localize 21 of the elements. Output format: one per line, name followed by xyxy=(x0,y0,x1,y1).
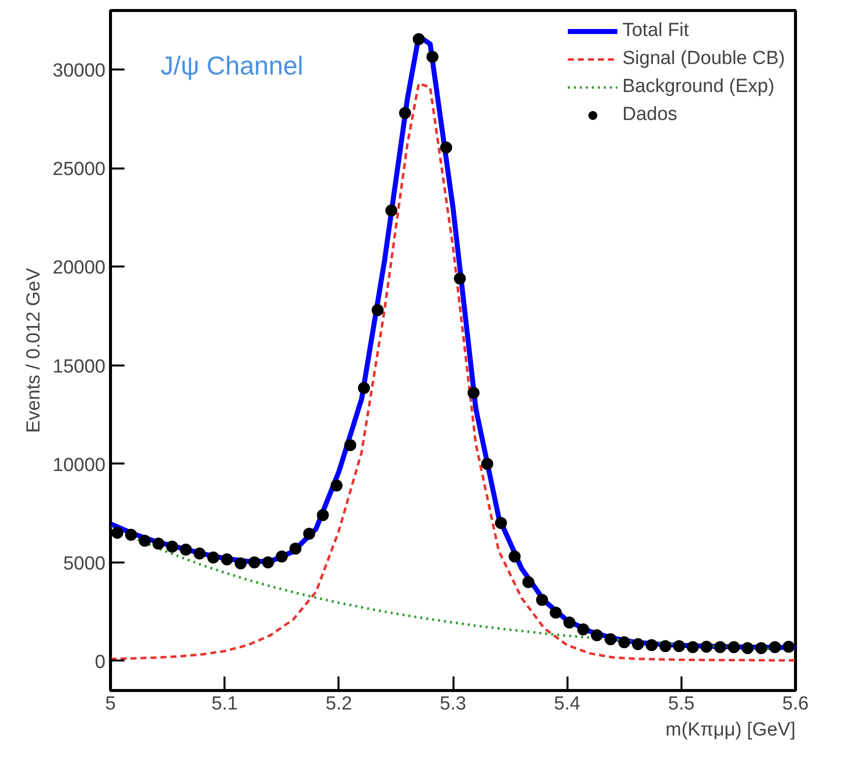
annotation: J/ψ Channel xyxy=(160,50,304,80)
y-tick-label: 5000 xyxy=(63,553,106,574)
x-tick-label: 5.3 xyxy=(440,694,466,714)
x-tick-label: 5 xyxy=(105,694,116,714)
x-tick-label: 5.4 xyxy=(554,694,581,714)
x-tick-label: 5.5 xyxy=(668,694,695,714)
x-tick-label: 5.2 xyxy=(326,694,352,714)
legend-label: Total Fit xyxy=(622,20,689,42)
x-tick-label: 5.6 xyxy=(782,694,809,714)
y-tick-label: 0 xyxy=(94,652,106,673)
x-axis-title: m(Kπμμ) [GeV] xyxy=(665,720,796,740)
x-tick-label: 5.1 xyxy=(211,694,238,714)
y-tick-label: 15000 xyxy=(52,356,106,378)
legend-label: Signal (Double CB) xyxy=(622,48,785,70)
y-tick-label: 30000 xyxy=(52,60,106,82)
legend-label: Background (Exp) xyxy=(622,76,774,98)
y-tick-label: 25000 xyxy=(52,159,106,180)
legend-label: Dados xyxy=(622,104,678,126)
y-tick-label: 10000 xyxy=(52,454,106,476)
y-tick-label: 20000 xyxy=(52,258,106,279)
y-axis-title: Events / 0.012 GeV xyxy=(24,268,45,433)
